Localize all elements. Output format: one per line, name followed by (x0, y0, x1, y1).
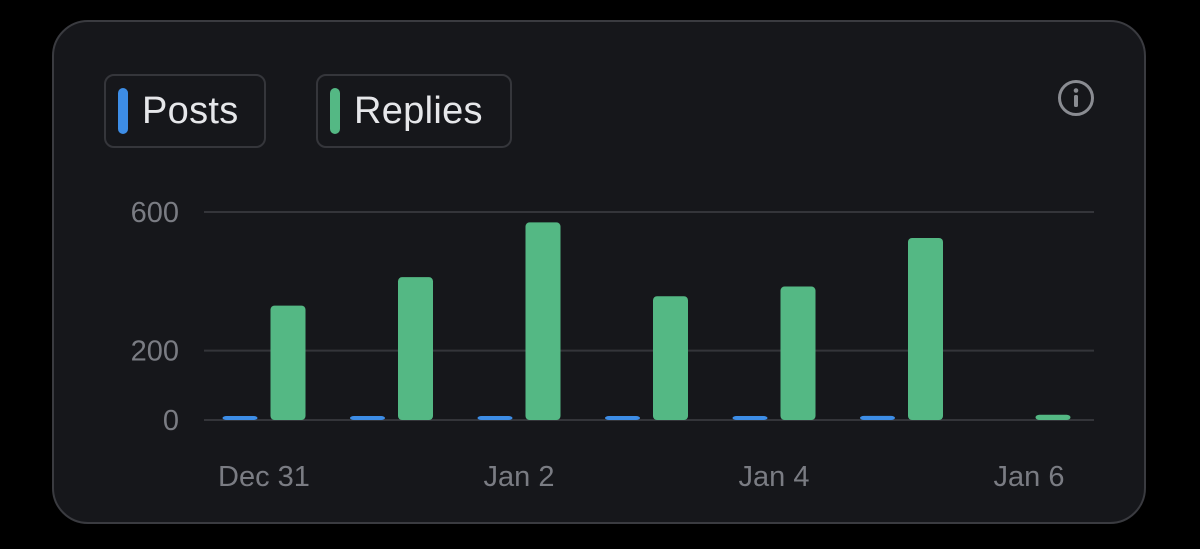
posts-swatch (118, 88, 128, 134)
bar-replies-dec-31 (270, 305, 306, 420)
y-tick-label-600: 600 (131, 197, 179, 229)
bar-chart: 0 200 600 Dec 31 Jan 2 Jan 4 Jan 6 (131, 197, 1094, 493)
bar-posts-dec-31 (222, 416, 258, 420)
x-tick-label-jan-6: Jan 6 (994, 461, 1065, 493)
bar-posts-jan-4 (732, 416, 768, 420)
bar-posts-jan-5 (860, 415, 895, 420)
info-icon[interactable] (1057, 79, 1095, 117)
y-tick-label-0: 0 (163, 405, 179, 437)
bar-posts-jan-3 (605, 416, 640, 420)
bar-replies-jan-2 (525, 222, 561, 420)
x-tick-label-jan-2: Jan 2 (484, 461, 555, 493)
bar-replies-jan-1 (398, 277, 433, 420)
x-tick-label-dec-31: Dec 31 (218, 461, 310, 493)
x-tick-label-jan-4: Jan 4 (739, 461, 810, 493)
bar-replies-jan-4 (780, 286, 816, 420)
legend-replies-toggle[interactable]: Replies (316, 74, 512, 148)
bar-posts-jan-1 (350, 416, 385, 420)
legend-posts-label: Posts (142, 89, 239, 132)
chart-card: Posts Replies 0 200 600 Dec 31 Jan 2 Jan 4 Jan… (52, 20, 1146, 524)
legend-posts-toggle[interactable]: Posts (104, 74, 266, 148)
replies-swatch (330, 88, 340, 134)
y-tick-label-200: 200 (131, 336, 179, 368)
legend-replies-label: Replies (354, 89, 483, 132)
bar-replies-jan-5 (908, 238, 943, 420)
bar-replies-jan-3 (653, 296, 688, 420)
bar-replies-jan-6 (1035, 414, 1071, 420)
bar-posts-jan-2 (477, 416, 513, 420)
